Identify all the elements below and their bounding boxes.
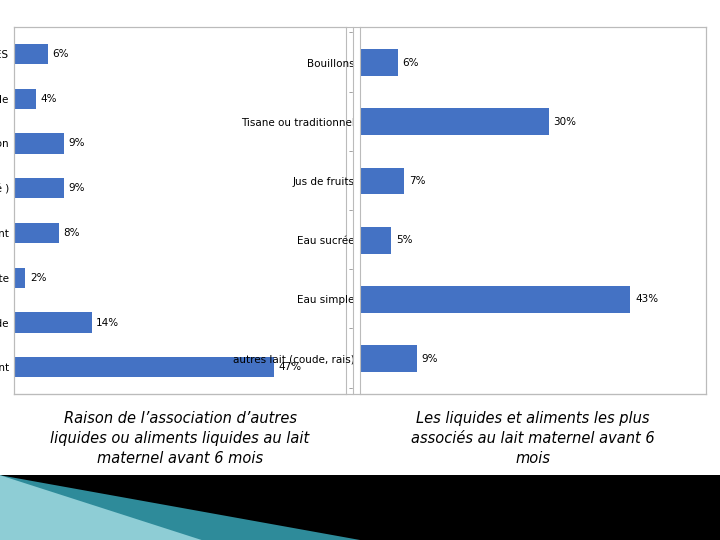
Bar bbox=[14, 268, 25, 288]
Text: 8%: 8% bbox=[63, 228, 79, 238]
Bar bbox=[14, 178, 64, 198]
Bar bbox=[360, 109, 549, 135]
Text: 9%: 9% bbox=[68, 138, 85, 149]
Text: 14%: 14% bbox=[96, 318, 120, 328]
Text: 2%: 2% bbox=[30, 273, 46, 283]
Polygon shape bbox=[0, 475, 360, 540]
Text: 9%: 9% bbox=[422, 354, 438, 363]
Text: Raison de l’association d’autres
liquides ou aliments liquides au lait
maternel : Raison de l’association d’autres liquide… bbox=[50, 411, 310, 465]
Polygon shape bbox=[0, 475, 202, 540]
Bar bbox=[360, 49, 397, 76]
Bar bbox=[360, 227, 392, 254]
Bar bbox=[360, 286, 630, 313]
Text: Les liquides et aliments les plus
associés au lait maternel avant 6
mois: Les liquides et aliments les plus associ… bbox=[411, 411, 654, 465]
Text: 6%: 6% bbox=[402, 58, 419, 68]
Text: –: – bbox=[348, 206, 353, 215]
Bar bbox=[14, 133, 64, 153]
Bar bbox=[14, 223, 58, 243]
Text: 4%: 4% bbox=[41, 93, 58, 104]
Bar bbox=[14, 44, 48, 64]
Bar bbox=[14, 313, 91, 333]
Text: –: – bbox=[348, 29, 353, 37]
Text: 30%: 30% bbox=[554, 117, 577, 127]
Text: –: – bbox=[348, 147, 353, 156]
Text: –: – bbox=[348, 325, 353, 334]
Text: 6%: 6% bbox=[52, 49, 68, 59]
Bar bbox=[14, 89, 37, 109]
Text: –: – bbox=[348, 265, 353, 274]
Text: –: – bbox=[348, 87, 353, 97]
Text: 47%: 47% bbox=[278, 362, 302, 373]
Text: 7%: 7% bbox=[409, 176, 426, 186]
Text: –: – bbox=[348, 384, 353, 393]
Bar bbox=[360, 346, 417, 372]
Bar bbox=[14, 357, 274, 377]
Text: 9%: 9% bbox=[68, 183, 85, 193]
Text: 5%: 5% bbox=[397, 235, 413, 245]
Text: 43%: 43% bbox=[635, 294, 658, 305]
Bar bbox=[360, 167, 404, 194]
